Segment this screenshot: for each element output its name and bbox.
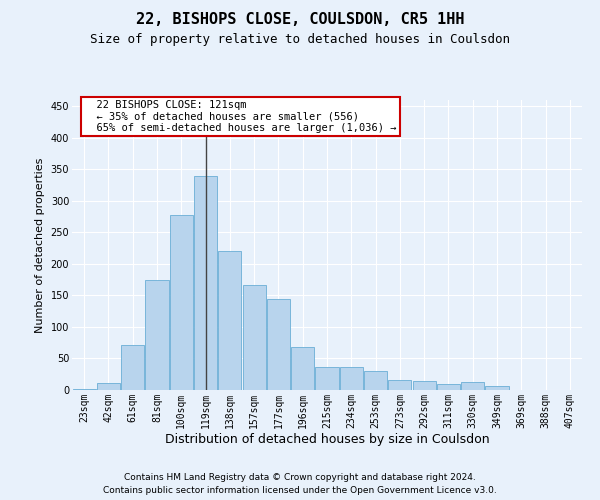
Text: Distribution of detached houses by size in Coulsdon: Distribution of detached houses by size … (164, 432, 490, 446)
Bar (170, 216, 193, 390)
Bar (364, 371, 387, 390)
Bar (73, 388, 95, 390)
Bar (121, 344, 144, 390)
Text: 22, BISHOPS CLOSE, COULSDON, CR5 1HH: 22, BISHOPS CLOSE, COULSDON, CR5 1HH (136, 12, 464, 28)
Bar (267, 298, 290, 390)
Text: Contains public sector information licensed under the Open Government Licence v3: Contains public sector information licen… (103, 486, 497, 495)
Bar (461, 382, 484, 390)
Bar (437, 384, 460, 390)
Bar (291, 347, 314, 390)
Bar (340, 368, 363, 390)
Text: Size of property relative to detached houses in Coulsdon: Size of property relative to detached ho… (90, 32, 510, 46)
Text: Contains HM Land Registry data © Crown copyright and database right 2024.: Contains HM Land Registry data © Crown c… (124, 472, 476, 482)
Bar (388, 380, 412, 390)
Bar (242, 284, 266, 390)
Bar (316, 368, 338, 390)
Bar (218, 250, 241, 390)
Bar (413, 380, 436, 390)
Bar (485, 386, 509, 390)
Bar (194, 176, 217, 390)
Text: 22 BISHOPS CLOSE: 121sqm
  ← 35% of detached houses are smaller (556)
  65% of s: 22 BISHOPS CLOSE: 121sqm ← 35% of detach… (84, 100, 397, 133)
Bar (145, 280, 169, 390)
Bar (97, 383, 120, 390)
Y-axis label: Number of detached properties: Number of detached properties (35, 158, 45, 332)
